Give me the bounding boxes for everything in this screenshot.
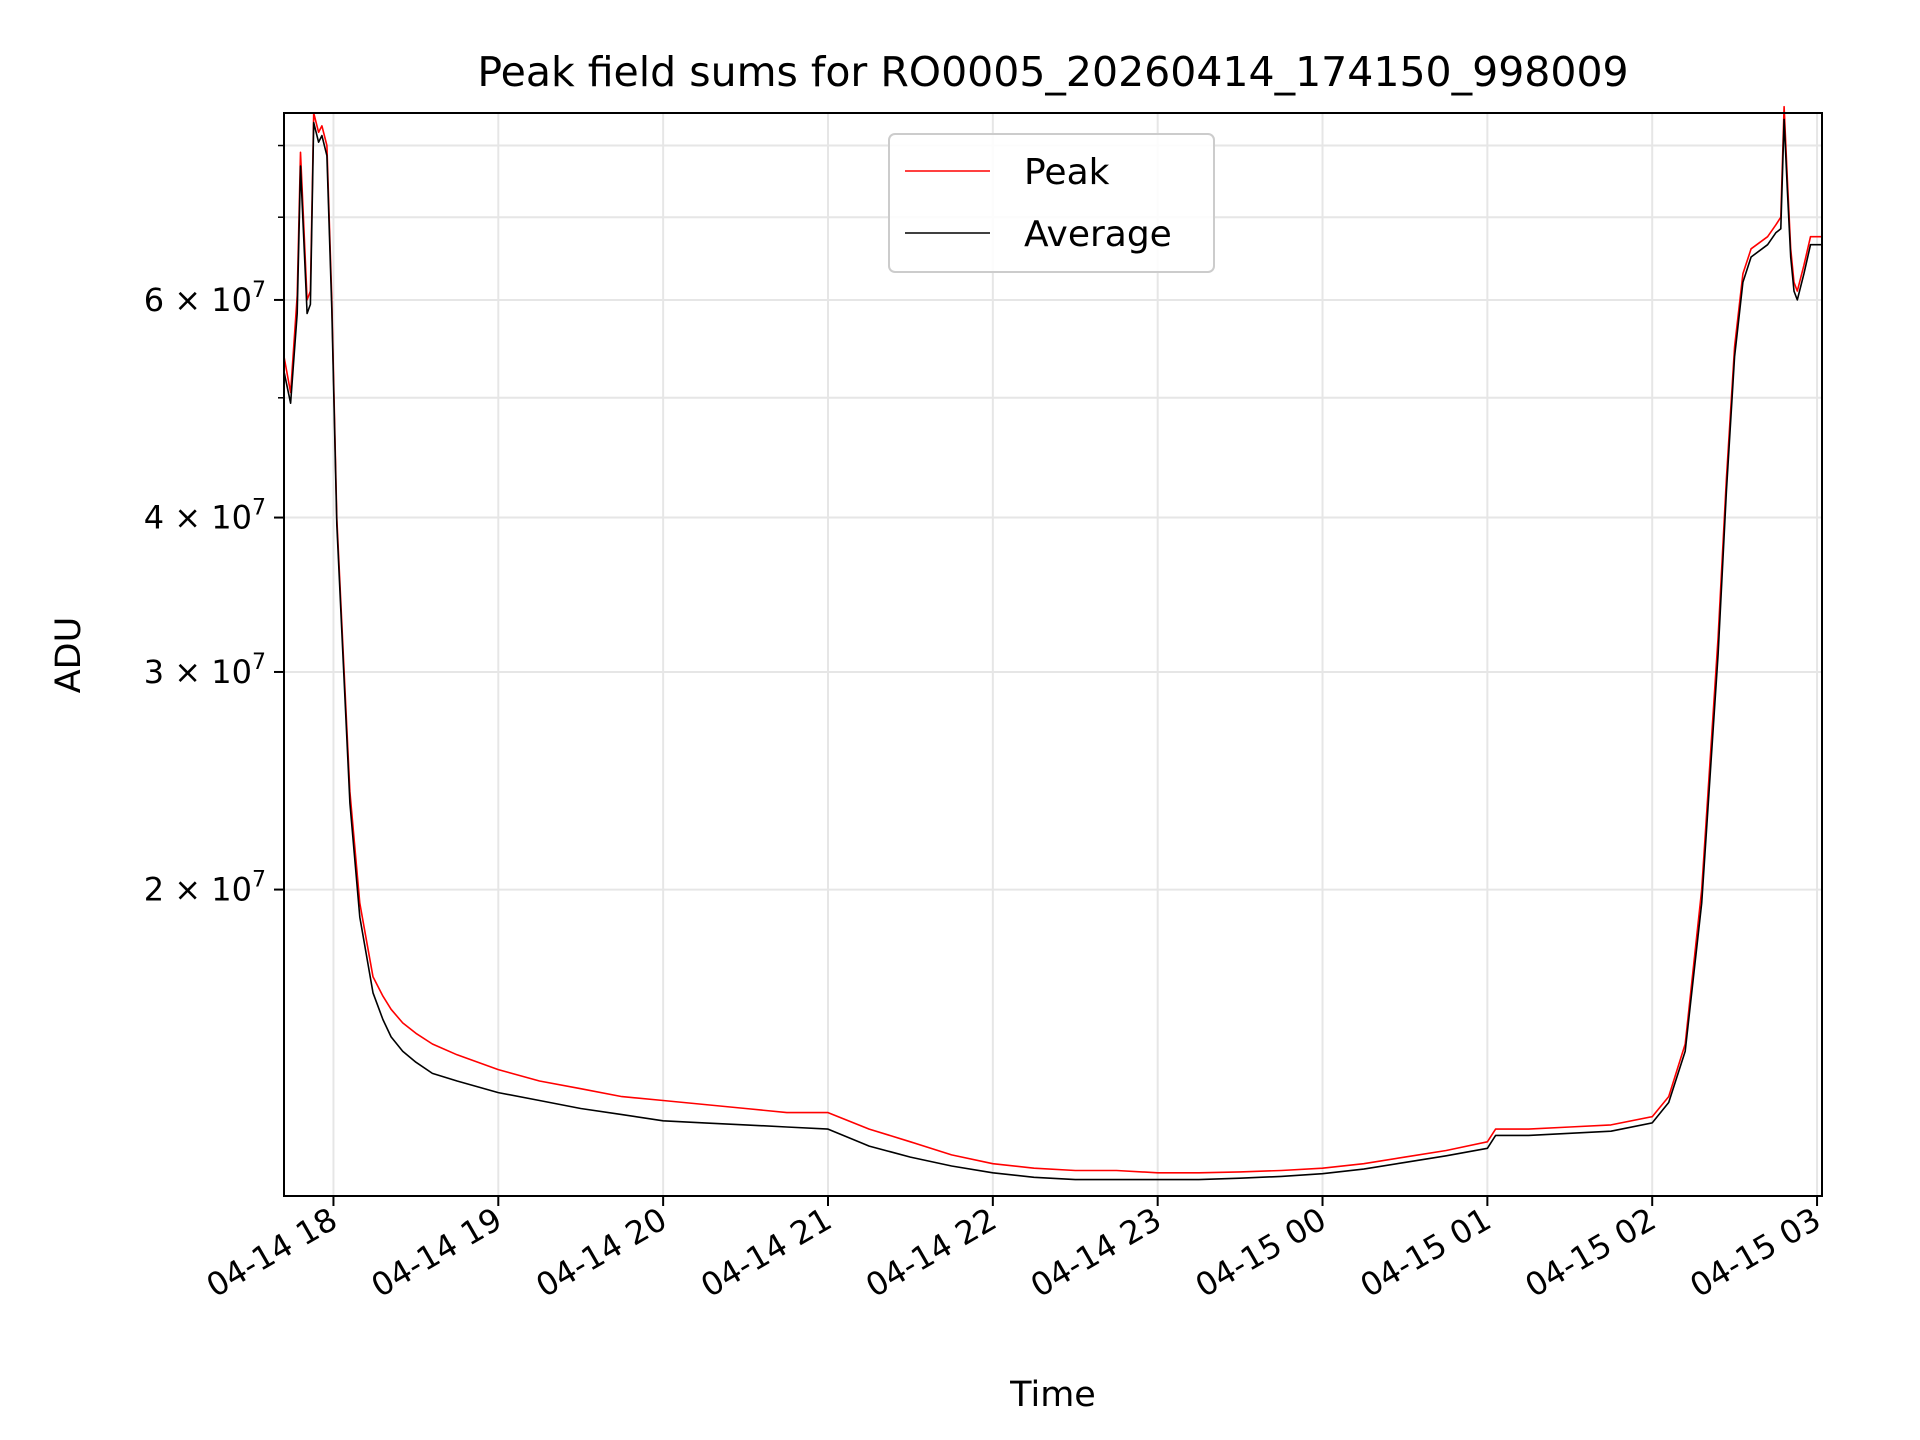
y-axis-label: ADU (49, 617, 89, 694)
legend-box (888, 133, 1215, 273)
y-tick-label: 3 × 107 (144, 650, 266, 691)
legend-label-average: Average (1024, 214, 1172, 255)
series-lines (283, 105, 1822, 1181)
legend: Peak Average (888, 133, 1215, 273)
y-tick-label: 2 × 107 (144, 868, 266, 909)
legend-label-peak: Peak (1024, 152, 1110, 193)
x-axis-label: Time (1009, 1375, 1096, 1415)
y-tick-label: 6 × 107 (144, 278, 266, 319)
plot-area-frame (283, 112, 1823, 1197)
grid (284, 113, 1822, 1196)
y-axis-ticks: 2 × 107 3 × 107 4 × 107 6 × 107 (144, 144, 284, 909)
series-line-average (283, 118, 1822, 1181)
chart-title: Peak field sums for RO0005_20260414_1741… (477, 48, 1628, 96)
y-tick-label: 4 × 107 (144, 496, 266, 537)
